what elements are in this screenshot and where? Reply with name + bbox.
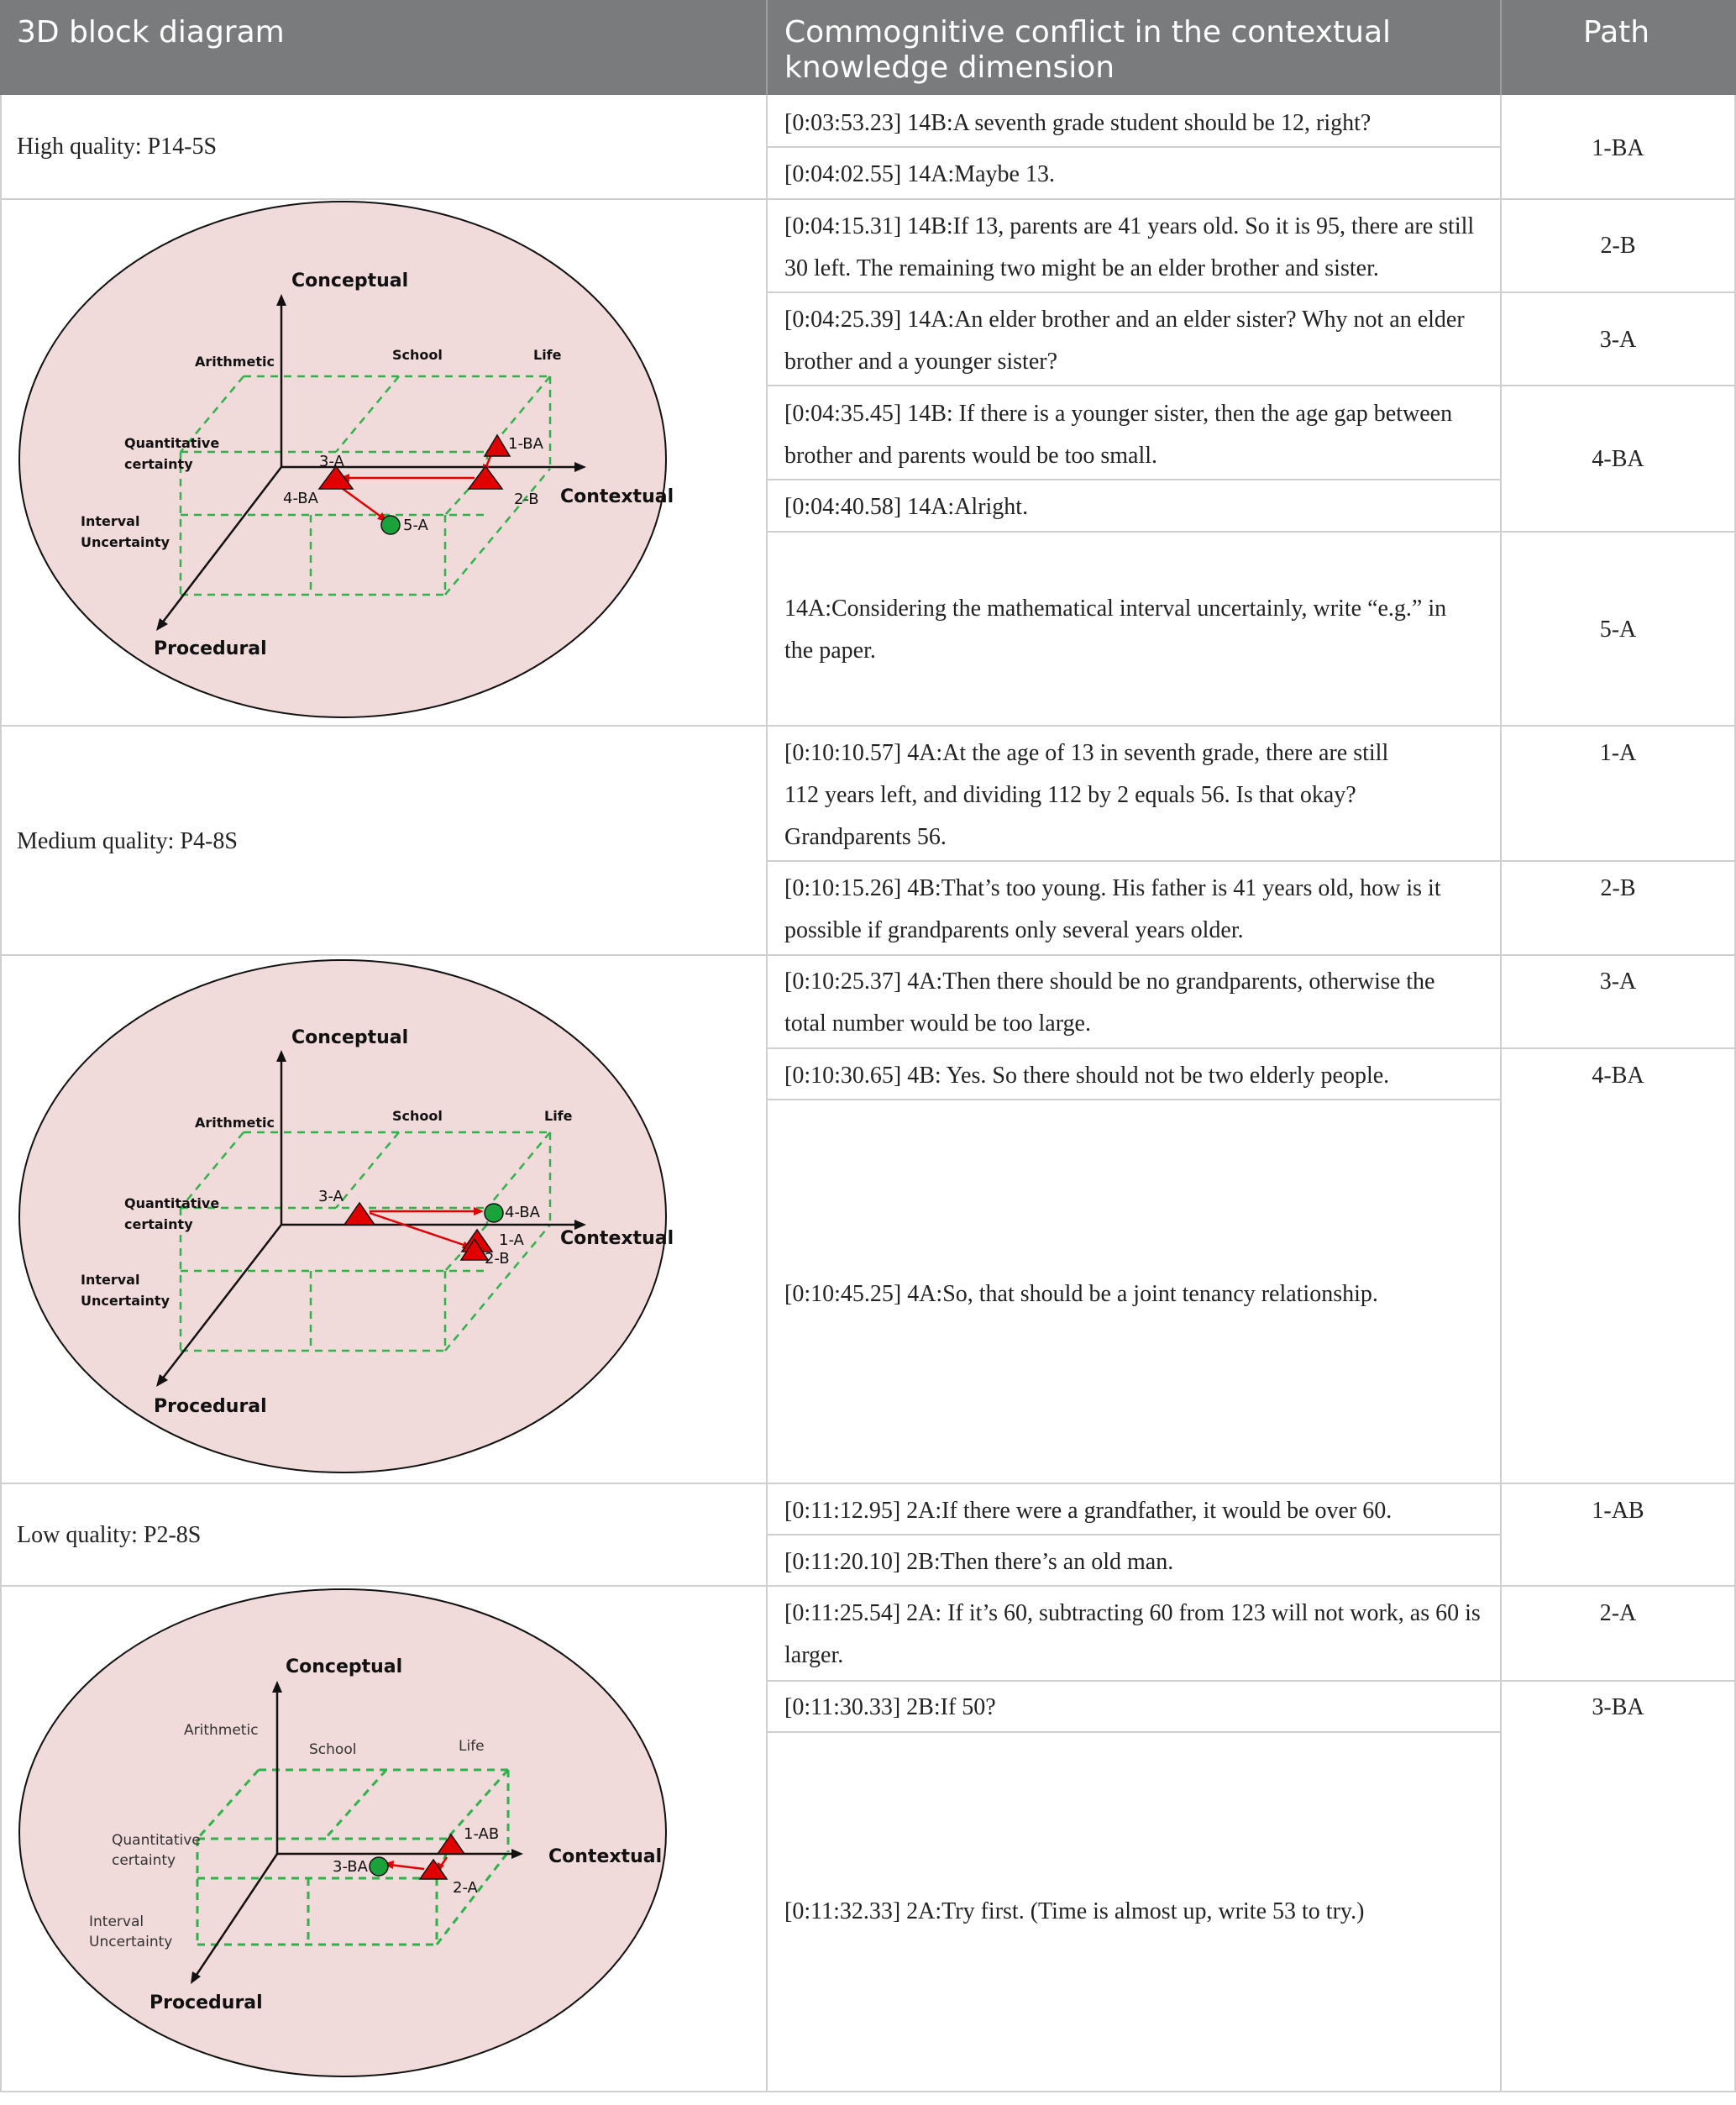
marker-label: 4-BA <box>283 490 319 507</box>
axis-label-quantitative: Quantitative <box>124 1195 219 1211</box>
axis-label-uncertainty: Uncertainty <box>89 1934 172 1950</box>
path-label: 1-AB <box>1592 1498 1644 1524</box>
group-label-high: High quality: P14-5S <box>17 134 218 160</box>
dialogue-row: 14A:Considering the mathematical interva… <box>784 596 1447 664</box>
marker-2-A <box>418 1858 448 1880</box>
axis-label-contextual: Contextual <box>560 1228 674 1249</box>
block-diagram-medium: Conceptual Contextual Procedural Arithme… <box>18 959 674 1473</box>
axis-label-school: School <box>392 1108 443 1124</box>
path-label: 4-BA <box>1592 446 1644 472</box>
dialogue-row: [0:03:53.23] 14B:A seventh grade student… <box>784 110 1371 136</box>
axis-label-procedural: Procedural <box>154 638 267 659</box>
axis-label-uncertainty: Uncertainty <box>81 1293 170 1309</box>
axis-label-arithmetic: Arithmetic <box>195 354 275 370</box>
marker-2-B <box>459 1237 490 1261</box>
marker-label: 1-AB <box>464 1825 499 1843</box>
axis-label-certainty: certainty <box>124 456 193 472</box>
axis-label-school: School <box>392 347 443 363</box>
path-label: 3-A <box>1599 969 1637 995</box>
dialogue-row: [0:10:30.65] 4B: Yes. So there should no… <box>784 1063 1390 1089</box>
dialogue-row: [0:11:32.33] 2A:Try first. (Time is almo… <box>784 1898 1365 1924</box>
axis-label-contextual: Contextual <box>560 486 674 507</box>
axis-label-uncertainty: Uncertainty <box>81 534 170 550</box>
axis-label-school: School <box>309 1741 356 1758</box>
axis-label-arithmetic: Arithmetic <box>184 1722 259 1739</box>
marker-label: 3-BA <box>333 1858 369 1876</box>
header-col-conflict-line2: knowledge dimension <box>784 50 1115 85</box>
dialogue-row: [0:04:25.39] 14A:An elder brother and an… <box>784 307 1465 375</box>
axis-label-procedural: Procedural <box>154 1396 267 1417</box>
path-label: 3-BA <box>1592 1694 1644 1720</box>
marker-1-AB <box>436 1833 466 1855</box>
marker-label: 2-A <box>453 1879 479 1897</box>
marker-label: 5-A <box>403 517 429 534</box>
dialogue-row: [0:11:30.33] 2B:If 50? <box>784 1694 996 1720</box>
path-label: 1-BA <box>1592 135 1644 161</box>
dialogue-row: [0:11:12.95] 2A:If there were a grandfat… <box>784 1498 1392 1524</box>
dialogue-row: [0:04:02.55] 14A:Maybe 13. <box>784 161 1055 187</box>
dialogue-row: [0:11:20.10] 2B:Then there’s an old man. <box>784 1549 1174 1575</box>
axis-label-conceptual: Conceptual <box>291 1027 408 1048</box>
marker-5-A <box>380 515 401 535</box>
axis-label-life: Life <box>544 1108 573 1124</box>
dialogue-row: [0:10:10.57] 4A:At the age of 13 in seve… <box>784 740 1389 850</box>
marker-label: 1-A <box>499 1231 525 1249</box>
axis-label-certainty: certainty <box>124 1216 193 1232</box>
header-col-conflict-line1: Commognitive conflict in the contextual <box>784 15 1392 50</box>
axis-label-conceptual: Conceptual <box>286 1656 402 1677</box>
axis-label-interval: Interval <box>81 513 139 529</box>
block-diagram-high: Conceptual Contextual Procedural Arithme… <box>18 201 674 718</box>
header-col-diagram: 3D block diagram <box>17 15 285 50</box>
group-label-low: Low quality: P2-8S <box>17 1522 202 1548</box>
axis-label-quantitative: Quantitative <box>124 435 219 451</box>
path-label: 2-B <box>1600 233 1636 259</box>
marker-1-BA <box>483 433 511 457</box>
axis-label-conceptual: Conceptual <box>291 270 408 291</box>
marker-4-BA <box>484 1203 504 1223</box>
path-label: 4-BA <box>1592 1063 1644 1089</box>
marker-3-BA <box>369 1856 389 1877</box>
dialogue-row: [0:04:35.45] 14B: If there is a younger … <box>784 401 1453 469</box>
axis-label-certainty: certainty <box>112 1852 176 1869</box>
table-header: 3D block diagram Commognitive conflict i… <box>0 0 1736 95</box>
header-col-path: Path <box>1583 15 1650 50</box>
axis-label-life: Life <box>533 347 562 363</box>
marker-label: 3-A <box>319 453 345 470</box>
marker-3-A <box>317 465 354 490</box>
path-label: 2-B <box>1600 875 1636 901</box>
marker-label: 2-B <box>514 491 539 508</box>
marker-3-A <box>343 1201 376 1226</box>
axis-label-life: Life <box>459 1738 485 1755</box>
block-diagram-low: Conceptual Contextual Procedural Arithme… <box>18 1588 667 2077</box>
axis-label-quantitative: Quantitative <box>112 1832 201 1849</box>
marker-label: 2-B <box>485 1250 510 1268</box>
axis-label-procedural: Procedural <box>149 1992 263 2013</box>
dialogue-row: [0:10:45.25] 4A:So, that should be a joi… <box>784 1281 1378 1307</box>
marker-label: 1-BA <box>508 435 544 453</box>
group-label-medium: Medium quality: P4-8S <box>17 828 238 854</box>
path-label: 2-A <box>1599 1600 1637 1626</box>
dialogue-row: [0:04:15.31] 14B:If 13, parents are 41 y… <box>784 213 1475 281</box>
dialogue-row: [0:10:25.37] 4A:Then there should be no … <box>784 969 1435 1037</box>
axis-label-interval: Interval <box>89 1913 144 1930</box>
dialogue-row: [0:11:25.54] 2A: If it’s 60, subtracting… <box>784 1600 1481 1668</box>
marker-label: 4-BA <box>505 1204 541 1221</box>
dialogue-row: [0:10:15.26] 4B:That’s too young. His fa… <box>784 875 1441 943</box>
marker-label: 3-A <box>318 1188 344 1205</box>
path-label: 3-A <box>1599 327 1637 353</box>
marker-2-B <box>467 465 504 490</box>
dialogue-row: [0:04:40.58] 14A:Alright. <box>784 494 1029 520</box>
path-label: 5-A <box>1599 617 1637 643</box>
axis-label-interval: Interval <box>81 1272 139 1288</box>
axis-label-arithmetic: Arithmetic <box>195 1115 275 1131</box>
axis-label-contextual: Contextual <box>548 1846 662 1867</box>
path-label: 1-A <box>1599 740 1637 766</box>
